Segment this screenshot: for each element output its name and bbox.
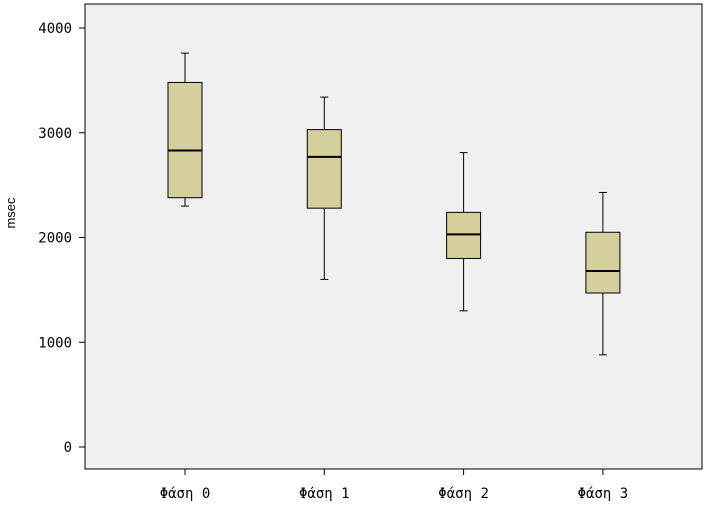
y-tick-label: 3000	[38, 126, 72, 142]
y-tick-label: 4000	[38, 21, 72, 37]
x-tick-label: Φάση 1	[299, 486, 350, 502]
x-tick-label: Φάση 0	[160, 486, 211, 502]
y-tick-label: 0	[64, 440, 72, 456]
x-axis: Φάση 0 Φάση 1 Φάση 2 Φάση 3	[160, 469, 628, 502]
y-axis: 0 1000 2000 3000 4000	[38, 21, 85, 456]
box-iqr	[446, 211, 482, 259]
boxes-group	[167, 52, 621, 356]
box-iqr	[167, 81, 203, 199]
box-2	[446, 152, 482, 312]
box-iqr	[585, 231, 621, 294]
box-iqr	[306, 129, 342, 209]
y-tick-label: 2000	[38, 231, 72, 247]
y-tick-label: 1000	[38, 335, 72, 351]
box-0	[167, 52, 203, 207]
box-3	[585, 191, 621, 356]
y-axis-title: msec	[3, 197, 18, 229]
x-tick-label: Φάση 2	[438, 486, 489, 502]
box-1	[306, 96, 342, 280]
x-tick-label: Φάση 3	[578, 486, 629, 502]
